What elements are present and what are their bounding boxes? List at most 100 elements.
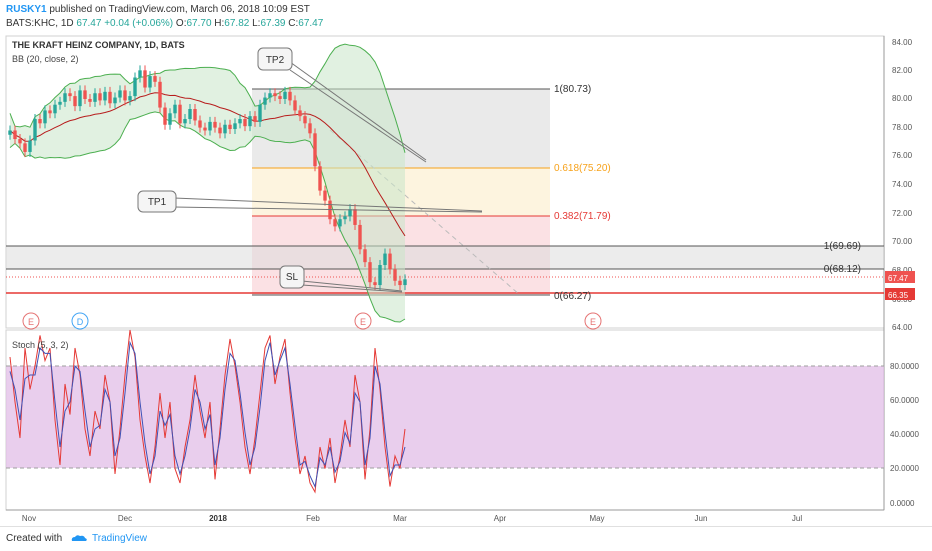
candle-body — [153, 76, 157, 82]
candle-body — [353, 209, 357, 225]
candle-body — [118, 90, 122, 98]
candle-body — [103, 91, 107, 101]
tp1-pointer-b — [173, 206, 483, 213]
candle-body — [43, 110, 47, 124]
fib-label-0382: 0.382(71.79) — [554, 211, 611, 222]
candle-body — [38, 119, 42, 124]
candle-body — [283, 91, 287, 99]
y-tick-label: 84.00 — [892, 38, 913, 47]
candle-body — [333, 219, 337, 227]
sl-label: SL — [286, 272, 299, 283]
x-tick-label: Mar — [393, 514, 407, 523]
candle-body — [228, 124, 232, 130]
open-label: O: — [175, 18, 187, 29]
last-price: 67.47 — [76, 18, 102, 29]
candle-body — [293, 100, 297, 111]
candle-body — [233, 123, 237, 130]
x-tick-label: 2018 — [209, 514, 227, 523]
publish-header: RUSKY1 published on TradingView.com, Mar… — [6, 4, 310, 15]
candle-body — [373, 282, 377, 286]
close-value: 67.47 — [298, 18, 324, 29]
candle-body — [123, 90, 127, 101]
stoch-d-line — [9, 340, 406, 489]
candle-body — [188, 109, 192, 120]
fib-zone-2 — [6, 246, 884, 269]
candle-body — [358, 224, 362, 250]
trend-dash-line — [329, 129, 521, 296]
y-tick-label: 80.00 — [892, 94, 913, 103]
candle-body — [393, 269, 397, 281]
last-price-tag-label: 67.47 — [888, 274, 909, 283]
candle-body — [403, 279, 407, 286]
candle-body — [253, 116, 257, 122]
bb-indicator-label[interactable]: BB (20, close, 2) — [12, 54, 79, 64]
y-tick-label: 68.00 — [892, 266, 913, 275]
sl-pointer-a — [301, 280, 403, 292]
candle-body — [8, 130, 12, 135]
tp2-pointer-b — [289, 61, 427, 161]
candle-body — [313, 133, 317, 167]
candle-body — [53, 104, 57, 114]
sl-callout[interactable] — [279, 265, 305, 289]
stochastic-lines — [9, 329, 406, 494]
osc-y-tick-label: 0.0000 — [890, 499, 915, 508]
main-pane-title: THE KRAFT HEINZ COMPANY, 1D, BATS — [12, 40, 185, 50]
osc-y-tick-label: 60.0000 — [890, 396, 919, 405]
publish-text: published on TradingView.com, March 06, … — [46, 4, 310, 15]
tp1-pointer-a — [173, 197, 483, 212]
candle-body — [388, 253, 392, 270]
candle-body — [158, 81, 162, 108]
candle-body — [193, 109, 197, 121]
dividend-marker[interactable] — [71, 312, 89, 330]
candle-body — [58, 101, 62, 105]
tradingview-cloud-icon — [71, 535, 87, 541]
candle-body — [378, 265, 382, 286]
stoch-k-line — [9, 329, 406, 494]
earnings-marker[interactable] — [22, 312, 40, 330]
candle-body — [348, 209, 352, 217]
candle-body — [28, 140, 32, 152]
low-label: L: — [252, 18, 261, 29]
bb-basis-line — [9, 92, 406, 237]
earnings-marker-label: E — [360, 317, 366, 327]
candle-body — [33, 119, 37, 141]
price-chart[interactable]: 1(80.73) 0.618(75.20) 0.382(71.79) 0(66.… — [0, 0, 932, 526]
x-tick-label: May — [589, 514, 604, 523]
fib-label-0618: 0.618(75.20) — [554, 163, 611, 174]
y-tick-label: 72.00 — [892, 209, 913, 218]
x-tick-label: Nov — [22, 514, 36, 523]
high-value: 67.82 — [224, 18, 250, 29]
stoch-indicator-label[interactable]: Stoch (5, 3, 2) — [12, 340, 69, 350]
candle-body — [203, 127, 207, 131]
y-tick-label: 82.00 — [892, 66, 913, 75]
earnings-marker-label: E — [28, 317, 34, 327]
candle-body — [163, 107, 167, 125]
earnings-marker[interactable] — [584, 312, 602, 330]
candle-body — [278, 96, 282, 99]
candle-body — [183, 119, 187, 124]
high-label: H: — [214, 18, 225, 29]
candle-body — [63, 93, 67, 102]
candle-body — [23, 143, 27, 152]
tradingview-brand-link[interactable]: TradingView — [92, 533, 148, 544]
author-link[interactable]: RUSKY1 — [6, 4, 47, 15]
candle-body — [68, 93, 72, 97]
candle-body — [78, 90, 82, 107]
stoch-band — [6, 366, 884, 468]
close-label: C: — [288, 18, 299, 29]
candle-body — [248, 116, 252, 127]
candle-body — [138, 70, 142, 78]
fib-label-0: 0(66.27) — [554, 291, 591, 302]
tp2-pointer-a — [289, 69, 427, 163]
candle-body — [263, 97, 267, 105]
bb-lower-line — [9, 111, 406, 323]
candle-body — [108, 91, 112, 104]
tp2-label: TP2 — [266, 55, 285, 66]
earnings-marker[interactable] — [354, 312, 372, 330]
candle-body — [13, 130, 17, 140]
candle-body — [173, 104, 177, 114]
tp1-callout[interactable] — [137, 190, 177, 213]
candle-body — [368, 262, 372, 283]
bb-upper-line — [9, 43, 406, 153]
tp2-callout[interactable] — [257, 47, 293, 71]
